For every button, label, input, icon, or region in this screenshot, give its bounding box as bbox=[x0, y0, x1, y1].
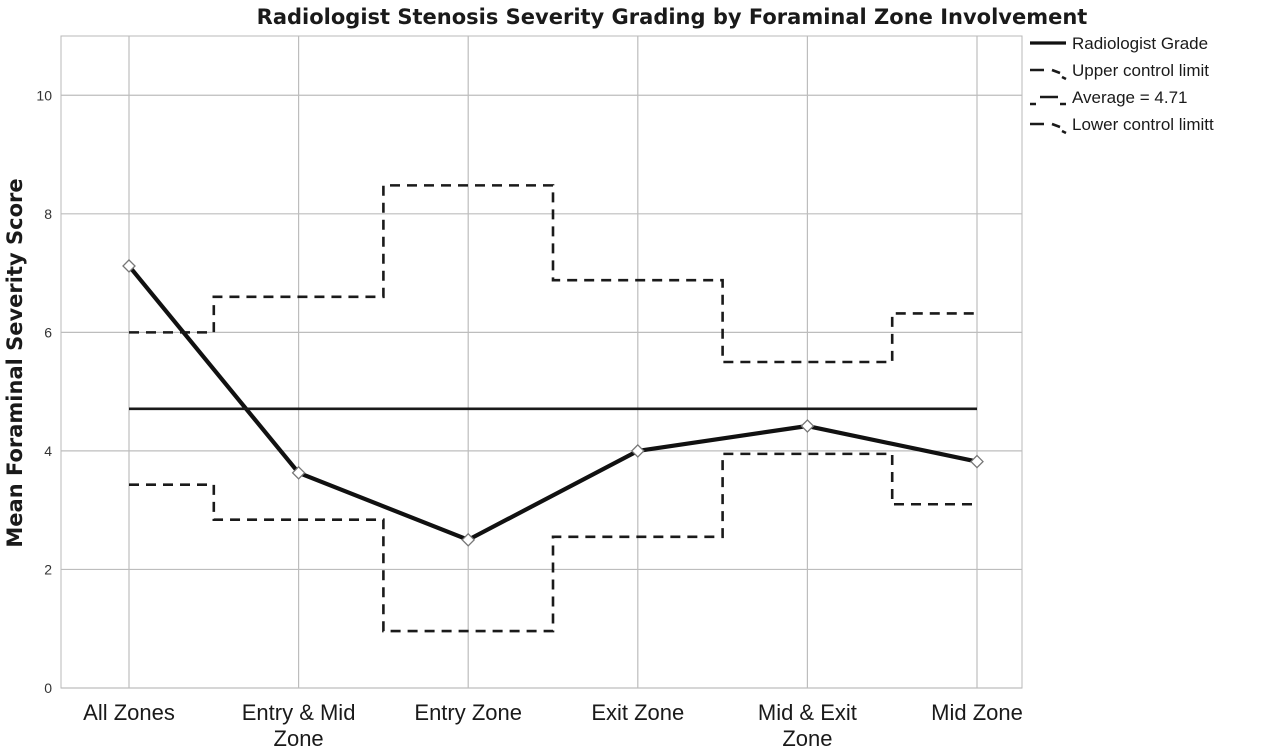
legend-label: Lower control limitt bbox=[1072, 115, 1214, 134]
legend-item: Average = 4.71 bbox=[1030, 88, 1187, 107]
x-tick-label: Mid & Exit Zone bbox=[758, 700, 857, 751]
legend-item: Upper control limit bbox=[1030, 61, 1209, 81]
x-tick-label: All Zones bbox=[83, 700, 175, 725]
y-tick-label: 10 bbox=[36, 87, 52, 103]
control-limit-line bbox=[129, 184, 977, 364]
x-tick-label: Entry & Mid Zone bbox=[242, 700, 356, 751]
series-upper-control-limit bbox=[129, 184, 977, 364]
data-point-marker bbox=[800, 419, 815, 433]
y-tick-label: 0 bbox=[44, 680, 52, 696]
legend-swatch bbox=[1030, 95, 1066, 106]
data-point-marker bbox=[461, 532, 476, 547]
legend: Radiologist Grade Upper control limit Aver… bbox=[1030, 34, 1214, 135]
x-axis-ticks: All Zones Entry & Mid Zone Entry Zone Exit Z… bbox=[83, 700, 1023, 751]
y-axis-label: Mean Foraminal Severity Score bbox=[3, 178, 27, 547]
y-axis-ticks: 0 2 4 6 8 10 bbox=[36, 87, 52, 696]
x-tick-label: Entry Zone bbox=[414, 700, 522, 725]
series-layer bbox=[122, 184, 984, 633]
legend-swatch bbox=[1030, 122, 1067, 135]
x-tick-label: Mid Zone bbox=[931, 700, 1023, 725]
legend-label: Upper control limit bbox=[1072, 61, 1209, 80]
chart-title: Radiologist Stenosis Severity Grading by… bbox=[257, 5, 1088, 29]
control-limit-line bbox=[129, 452, 977, 633]
y-tick-label: 4 bbox=[44, 443, 52, 459]
legend-swatch bbox=[1030, 68, 1067, 81]
legend-label: Average = 4.71 bbox=[1072, 88, 1187, 107]
data-point-marker bbox=[122, 259, 136, 273]
legend-label: Radiologist Grade bbox=[1072, 34, 1208, 53]
legend-item: Lower control limitt bbox=[1030, 115, 1214, 135]
data-point-marker bbox=[630, 443, 645, 458]
series-radiologist-grade bbox=[122, 259, 984, 547]
radiologist-grade-line bbox=[127, 264, 978, 542]
legend-item: Radiologist Grade bbox=[1030, 34, 1208, 53]
y-tick-label: 8 bbox=[44, 206, 52, 222]
y-tick-label: 6 bbox=[44, 324, 52, 340]
y-tick-label: 2 bbox=[44, 561, 52, 577]
gridlines bbox=[61, 36, 1022, 689]
data-point-marker bbox=[970, 454, 984, 469]
data-point-marker bbox=[291, 465, 306, 480]
series-lower-control-limitt bbox=[129, 452, 977, 633]
x-tick-label: Exit Zone bbox=[591, 700, 684, 725]
